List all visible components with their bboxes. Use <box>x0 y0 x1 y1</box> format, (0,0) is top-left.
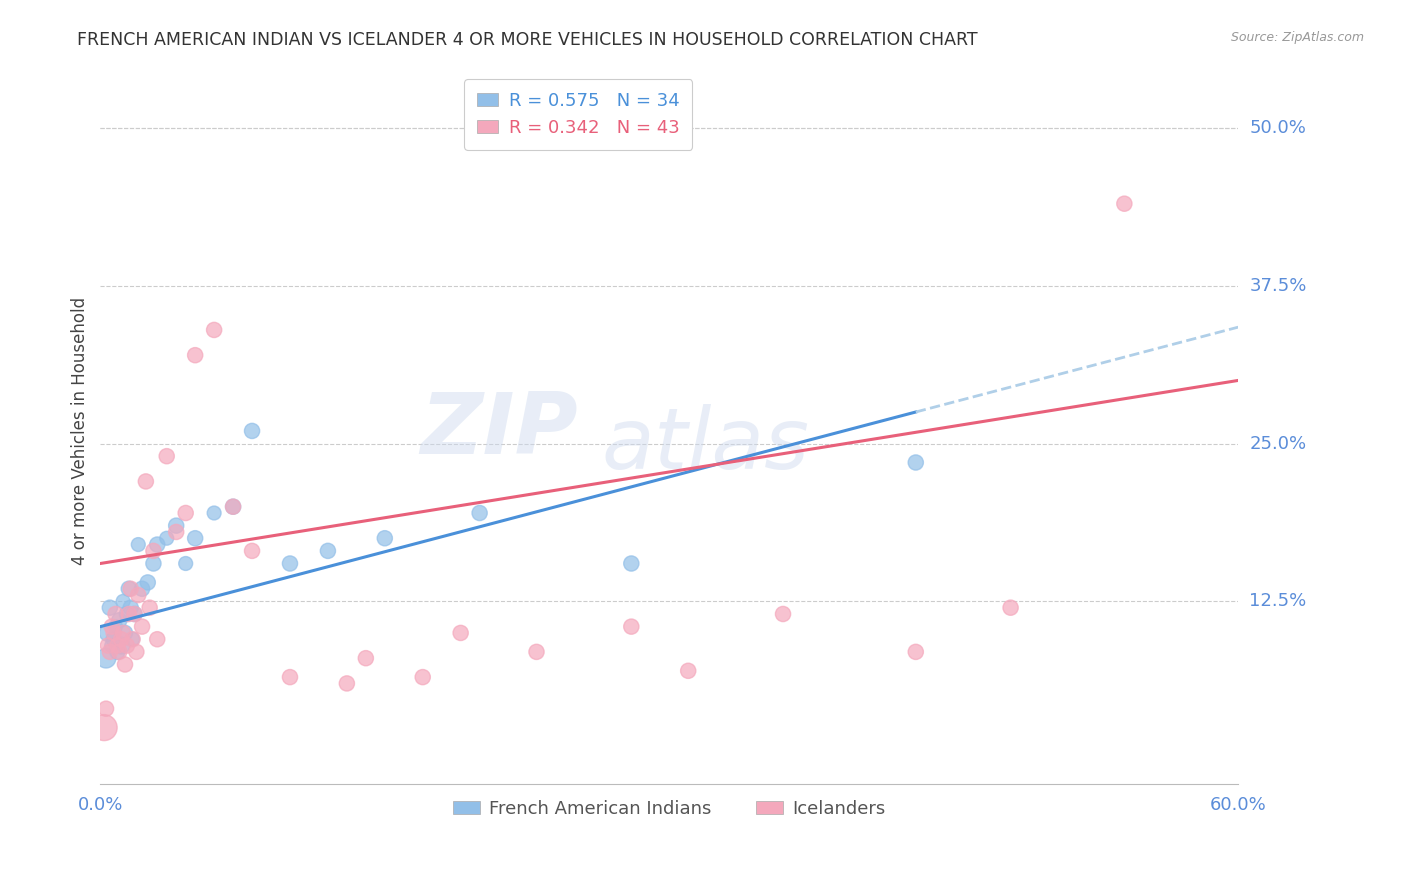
Point <box>620 619 643 633</box>
Point <box>184 531 207 545</box>
Point <box>108 645 131 659</box>
Point <box>1000 600 1022 615</box>
Point <box>904 455 927 469</box>
Point <box>114 657 136 672</box>
Point <box>100 619 122 633</box>
Point <box>127 588 149 602</box>
Point <box>240 544 263 558</box>
Point <box>108 613 131 627</box>
Point <box>142 544 165 558</box>
Point <box>131 582 153 596</box>
Point <box>107 645 129 659</box>
Text: 12.5%: 12.5% <box>1250 592 1306 610</box>
Text: 37.5%: 37.5% <box>1250 277 1306 294</box>
Text: atlas: atlas <box>600 403 808 486</box>
Point <box>112 626 135 640</box>
Point <box>184 348 207 362</box>
Point <box>526 645 548 659</box>
Point <box>412 670 434 684</box>
Point <box>121 632 143 647</box>
Legend: French American Indians, Icelanders: French American Indians, Icelanders <box>446 792 893 825</box>
Point <box>97 639 120 653</box>
Point <box>146 537 169 551</box>
Point <box>125 645 148 659</box>
Point <box>131 619 153 633</box>
Point <box>93 721 115 735</box>
Point <box>98 600 121 615</box>
Point <box>103 626 125 640</box>
Point <box>772 607 794 621</box>
Point <box>115 639 138 653</box>
Point <box>94 701 117 715</box>
Point <box>240 424 263 438</box>
Point <box>468 506 491 520</box>
Point <box>115 607 138 621</box>
Point <box>222 500 245 514</box>
Point <box>100 639 122 653</box>
Point <box>135 475 157 489</box>
Point <box>146 632 169 647</box>
Point <box>120 600 142 615</box>
Point <box>174 557 197 571</box>
Point <box>142 557 165 571</box>
Point <box>165 518 187 533</box>
Point <box>316 544 339 558</box>
Text: FRENCH AMERICAN INDIAN VS ICELANDER 4 OR MORE VEHICLES IN HOUSEHOLD CORRELATION : FRENCH AMERICAN INDIAN VS ICELANDER 4 OR… <box>77 31 979 49</box>
Point <box>676 664 699 678</box>
Point <box>174 506 197 520</box>
Point <box>156 449 179 463</box>
Point <box>336 676 359 690</box>
Point <box>374 531 396 545</box>
Point <box>110 639 132 653</box>
Point <box>104 619 127 633</box>
Point <box>354 651 377 665</box>
Point <box>620 557 643 571</box>
Point <box>110 632 132 647</box>
Point <box>121 632 143 647</box>
Point <box>127 537 149 551</box>
Point <box>97 626 120 640</box>
Point <box>124 607 146 621</box>
Point <box>156 531 179 545</box>
Point <box>103 632 125 647</box>
Point <box>278 670 301 684</box>
Y-axis label: 4 or more Vehicles in Household: 4 or more Vehicles in Household <box>72 297 89 565</box>
Point <box>114 626 136 640</box>
Point <box>904 645 927 659</box>
Point <box>165 524 187 539</box>
Point <box>222 500 245 514</box>
Text: 50.0%: 50.0% <box>1250 119 1306 137</box>
Point <box>94 651 117 665</box>
Point <box>278 557 301 571</box>
Point <box>104 607 127 621</box>
Text: Source: ZipAtlas.com: Source: ZipAtlas.com <box>1230 31 1364 45</box>
Point <box>98 645 121 659</box>
Point <box>107 639 129 653</box>
Point <box>450 626 472 640</box>
Point <box>136 575 159 590</box>
Point <box>202 323 225 337</box>
Point <box>112 594 135 608</box>
Point <box>1114 196 1136 211</box>
Point <box>118 582 141 596</box>
Text: 25.0%: 25.0% <box>1250 434 1306 452</box>
Point <box>138 600 160 615</box>
Point <box>124 607 146 621</box>
Text: ZIP: ZIP <box>420 390 578 473</box>
Point <box>118 607 141 621</box>
Point <box>202 506 225 520</box>
Point <box>120 582 142 596</box>
